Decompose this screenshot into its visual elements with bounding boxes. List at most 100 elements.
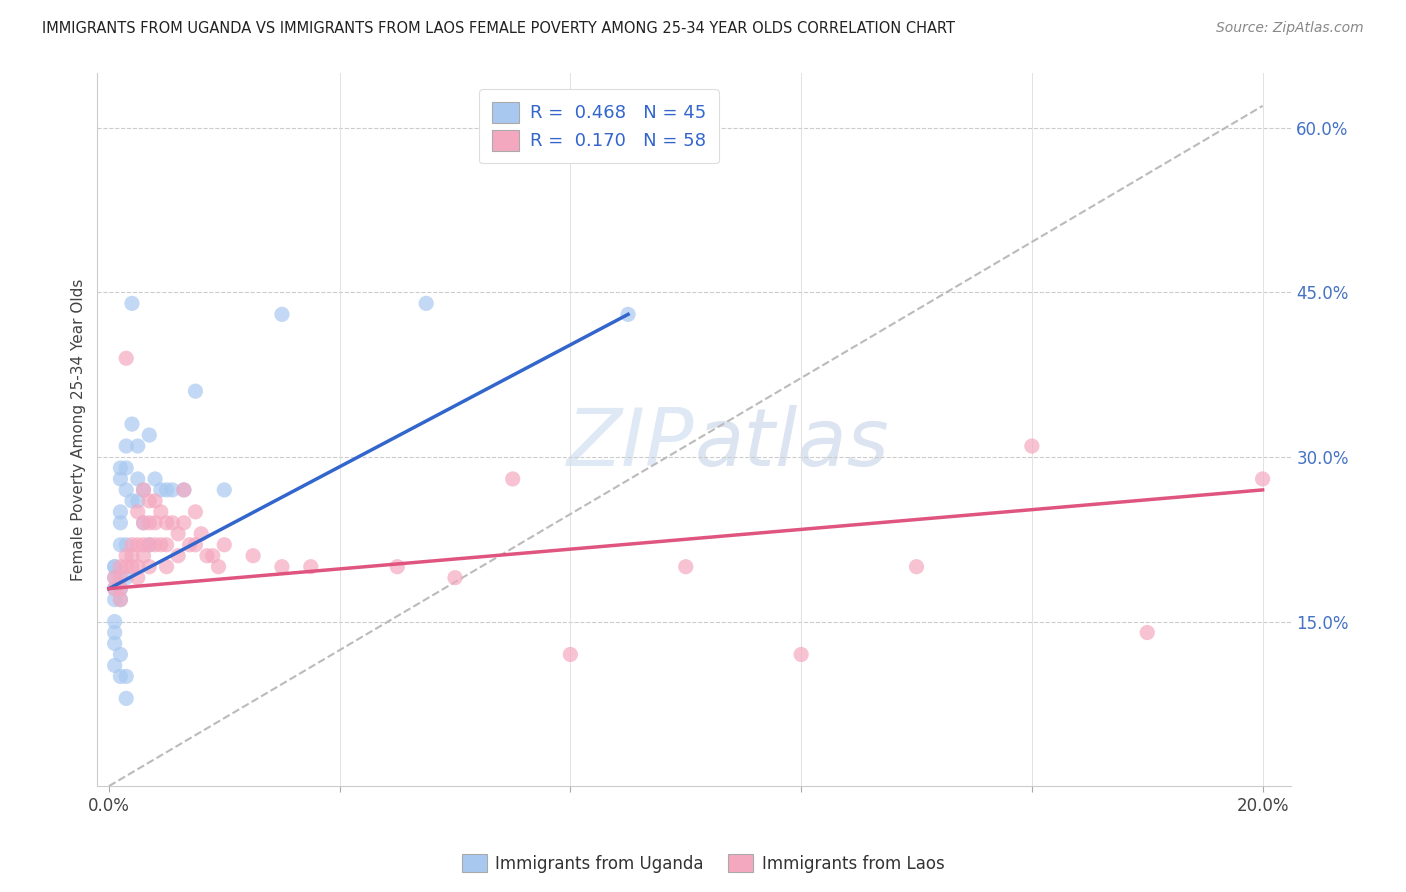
Point bbox=[127, 559, 149, 574]
Point bbox=[110, 592, 132, 607]
Point bbox=[1021, 439, 1043, 453]
Point bbox=[115, 483, 138, 497]
Point bbox=[143, 472, 166, 486]
Point bbox=[271, 559, 294, 574]
Point bbox=[444, 571, 467, 585]
Point bbox=[155, 538, 177, 552]
Point bbox=[155, 559, 177, 574]
Text: atlas: atlas bbox=[695, 405, 889, 483]
Point bbox=[138, 428, 160, 442]
Point bbox=[214, 538, 236, 552]
Point bbox=[173, 516, 195, 530]
Point bbox=[110, 582, 132, 596]
Point bbox=[104, 636, 127, 650]
Point bbox=[104, 592, 127, 607]
Legend: R =  0.468   N = 45, R =  0.170   N = 58: R = 0.468 N = 45, R = 0.170 N = 58 bbox=[479, 89, 718, 163]
Point bbox=[104, 582, 127, 596]
Point bbox=[132, 549, 155, 563]
Point bbox=[127, 494, 149, 508]
Text: Source: ZipAtlas.com: Source: ZipAtlas.com bbox=[1216, 21, 1364, 35]
Point bbox=[132, 516, 155, 530]
Point bbox=[104, 571, 127, 585]
Point bbox=[127, 571, 149, 585]
Point bbox=[110, 669, 132, 683]
Point bbox=[110, 461, 132, 475]
Point bbox=[143, 538, 166, 552]
Point bbox=[387, 559, 409, 574]
Point bbox=[110, 592, 132, 607]
Point bbox=[121, 559, 143, 574]
Point bbox=[110, 505, 132, 519]
Point bbox=[127, 439, 149, 453]
Point bbox=[162, 483, 184, 497]
Point bbox=[110, 582, 132, 596]
Point bbox=[115, 351, 138, 366]
Point bbox=[138, 559, 160, 574]
Point bbox=[214, 483, 236, 497]
Point bbox=[115, 559, 138, 574]
Point bbox=[115, 538, 138, 552]
Point bbox=[195, 549, 218, 563]
Point bbox=[104, 571, 127, 585]
Point bbox=[299, 559, 322, 574]
Point bbox=[271, 307, 294, 321]
Point bbox=[155, 483, 177, 497]
Point bbox=[132, 483, 155, 497]
Point bbox=[149, 505, 172, 519]
Point bbox=[905, 559, 928, 574]
Point bbox=[190, 526, 212, 541]
Point bbox=[104, 559, 127, 574]
Point bbox=[242, 549, 264, 563]
Text: ZIP: ZIP bbox=[567, 405, 695, 483]
Point bbox=[167, 526, 190, 541]
Point bbox=[104, 582, 127, 596]
Point bbox=[115, 549, 138, 563]
Point bbox=[104, 559, 127, 574]
Point bbox=[184, 505, 207, 519]
Point bbox=[121, 538, 143, 552]
Point bbox=[127, 538, 149, 552]
Point bbox=[115, 669, 138, 683]
Point bbox=[138, 494, 160, 508]
Point bbox=[104, 615, 127, 629]
Point bbox=[121, 549, 143, 563]
Point bbox=[790, 648, 813, 662]
Point bbox=[104, 658, 127, 673]
Point bbox=[132, 538, 155, 552]
Point bbox=[121, 494, 143, 508]
Point bbox=[173, 483, 195, 497]
Point bbox=[121, 417, 143, 431]
Point bbox=[155, 516, 177, 530]
Point bbox=[173, 483, 195, 497]
Point bbox=[143, 516, 166, 530]
Point bbox=[138, 516, 160, 530]
Point bbox=[138, 538, 160, 552]
Point bbox=[1136, 625, 1159, 640]
Y-axis label: Female Poverty Among 25-34 Year Olds: Female Poverty Among 25-34 Year Olds bbox=[72, 278, 86, 581]
Point bbox=[143, 494, 166, 508]
Point bbox=[560, 648, 582, 662]
Point bbox=[110, 472, 132, 486]
Point bbox=[110, 559, 132, 574]
Point bbox=[127, 472, 149, 486]
Point bbox=[138, 538, 160, 552]
Point bbox=[115, 571, 138, 585]
Point bbox=[184, 538, 207, 552]
Point bbox=[162, 516, 184, 530]
Point bbox=[179, 538, 201, 552]
Point bbox=[115, 461, 138, 475]
Point bbox=[201, 549, 224, 563]
Point bbox=[149, 483, 172, 497]
Point bbox=[207, 559, 229, 574]
Point bbox=[675, 559, 697, 574]
Point bbox=[115, 691, 138, 706]
Point bbox=[184, 384, 207, 399]
Point bbox=[110, 571, 132, 585]
Point bbox=[502, 472, 524, 486]
Point bbox=[104, 625, 127, 640]
Legend: Immigrants from Uganda, Immigrants from Laos: Immigrants from Uganda, Immigrants from … bbox=[456, 847, 950, 880]
Point bbox=[149, 538, 172, 552]
Point bbox=[110, 516, 132, 530]
Point bbox=[132, 516, 155, 530]
Point bbox=[415, 296, 437, 310]
